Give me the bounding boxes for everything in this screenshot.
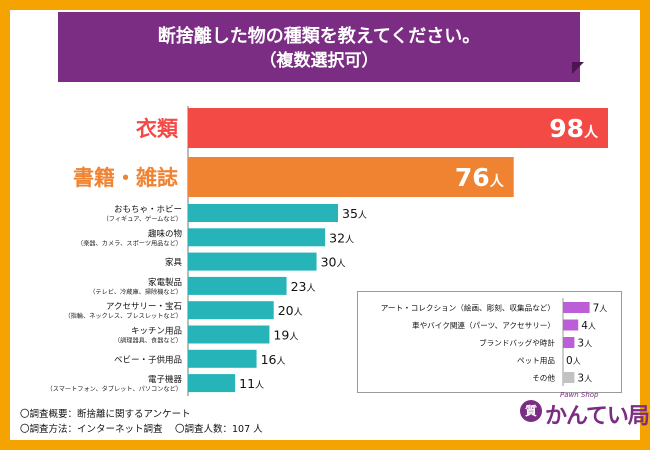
minor-label-3: ペット用品 [517, 356, 555, 365]
value-label-2: 35人 [342, 206, 367, 221]
category-sublabel-2: （フィギュア、ゲームなど） [103, 215, 182, 223]
minor-label-4: その他 [532, 373, 555, 383]
category-label-8: ベビー・子供用品 [114, 354, 182, 365]
logo-mark-icon: 質 [520, 400, 542, 422]
bar-8 [188, 349, 257, 368]
chart-subtitle: （複数選択可） [259, 51, 379, 71]
bar-2 [188, 204, 338, 222]
category-sublabel-3: （楽器、カメラ、スポーツ用品など） [77, 239, 182, 247]
logo-tagline: Pawn Shop [560, 391, 599, 399]
category-sublabel-6: （指輪、ネックレス、ブレスレットなど） [64, 312, 182, 320]
minor-value-0: 7人 [593, 303, 608, 315]
bar-4 [188, 252, 317, 271]
minor-label-2: ブランドバッグや時計 [479, 338, 555, 348]
value-label-1: 76人 [455, 163, 505, 192]
bar-1 [188, 157, 514, 197]
banner-fold [572, 62, 584, 74]
category-sublabel-9: （スマートフォン、タブレット、パソコンなど） [47, 385, 182, 393]
bar-7 [188, 325, 270, 344]
bar-5 [188, 276, 287, 295]
value-label-7: 19人 [273, 328, 298, 343]
category-label-6: アクセサリー・宝石 [106, 301, 182, 312]
title-banner [58, 12, 580, 82]
footer-respondents: 〇調査人数：107 人 [175, 424, 263, 435]
value-label-5: 23人 [291, 279, 316, 294]
category-label-5: 家電製品 [148, 277, 182, 288]
minor-bar-2 [563, 337, 575, 348]
footer-survey-method: 〇調査方法：インターネット調査 [20, 424, 163, 435]
bar-3 [188, 228, 326, 247]
category-label-2: おもちゃ・ホビー [114, 205, 182, 215]
minor-bar-1 [563, 319, 579, 331]
value-label-6: 20人 [278, 303, 303, 318]
chart-title: 断捨離した物の種類を教えてください。 [157, 26, 481, 47]
minor-value-4: 3人 [577, 373, 592, 385]
category-label-0: 衣類 [136, 117, 179, 141]
category-sublabel-7: （調理器具、食器など） [114, 337, 182, 345]
bar-6 [188, 301, 274, 320]
value-label-4: 30人 [321, 255, 346, 270]
bar-0 [188, 108, 608, 148]
value-label-9: 11人 [239, 376, 264, 391]
minor-value-3: 0人 [566, 355, 581, 367]
category-label-4: 家具 [165, 257, 183, 268]
minor-value-2: 3人 [577, 338, 592, 350]
minor-label-0: アート・コレクション（絵画、彫刻、収集品など） [381, 303, 555, 313]
category-sublabel-5: （テレビ、冷蔵庫、掃除機など） [89, 288, 182, 296]
footer-survey-overview: 〇調査概要：断捨離に関するアンケート [20, 409, 191, 420]
category-label-1: 書籍・雑誌 [73, 166, 178, 190]
logo-name: かんてい局 [545, 404, 650, 429]
bar-9 [188, 374, 236, 393]
minor-bar-0 [563, 302, 590, 313]
category-label-7: キッチン用品 [131, 327, 182, 337]
value-label-0: 98人 [549, 114, 599, 143]
value-label-8: 16人 [261, 352, 286, 367]
minor-bar-4 [563, 372, 575, 383]
category-label-3: 趣味の物 [148, 228, 183, 239]
category-label-9: 電子機器 [148, 374, 183, 385]
value-label-3: 32人 [329, 230, 354, 245]
minor-value-1: 4人 [581, 320, 596, 332]
minor-label-1: 車やバイク関連（パーツ、アクセサリー） [412, 320, 555, 330]
